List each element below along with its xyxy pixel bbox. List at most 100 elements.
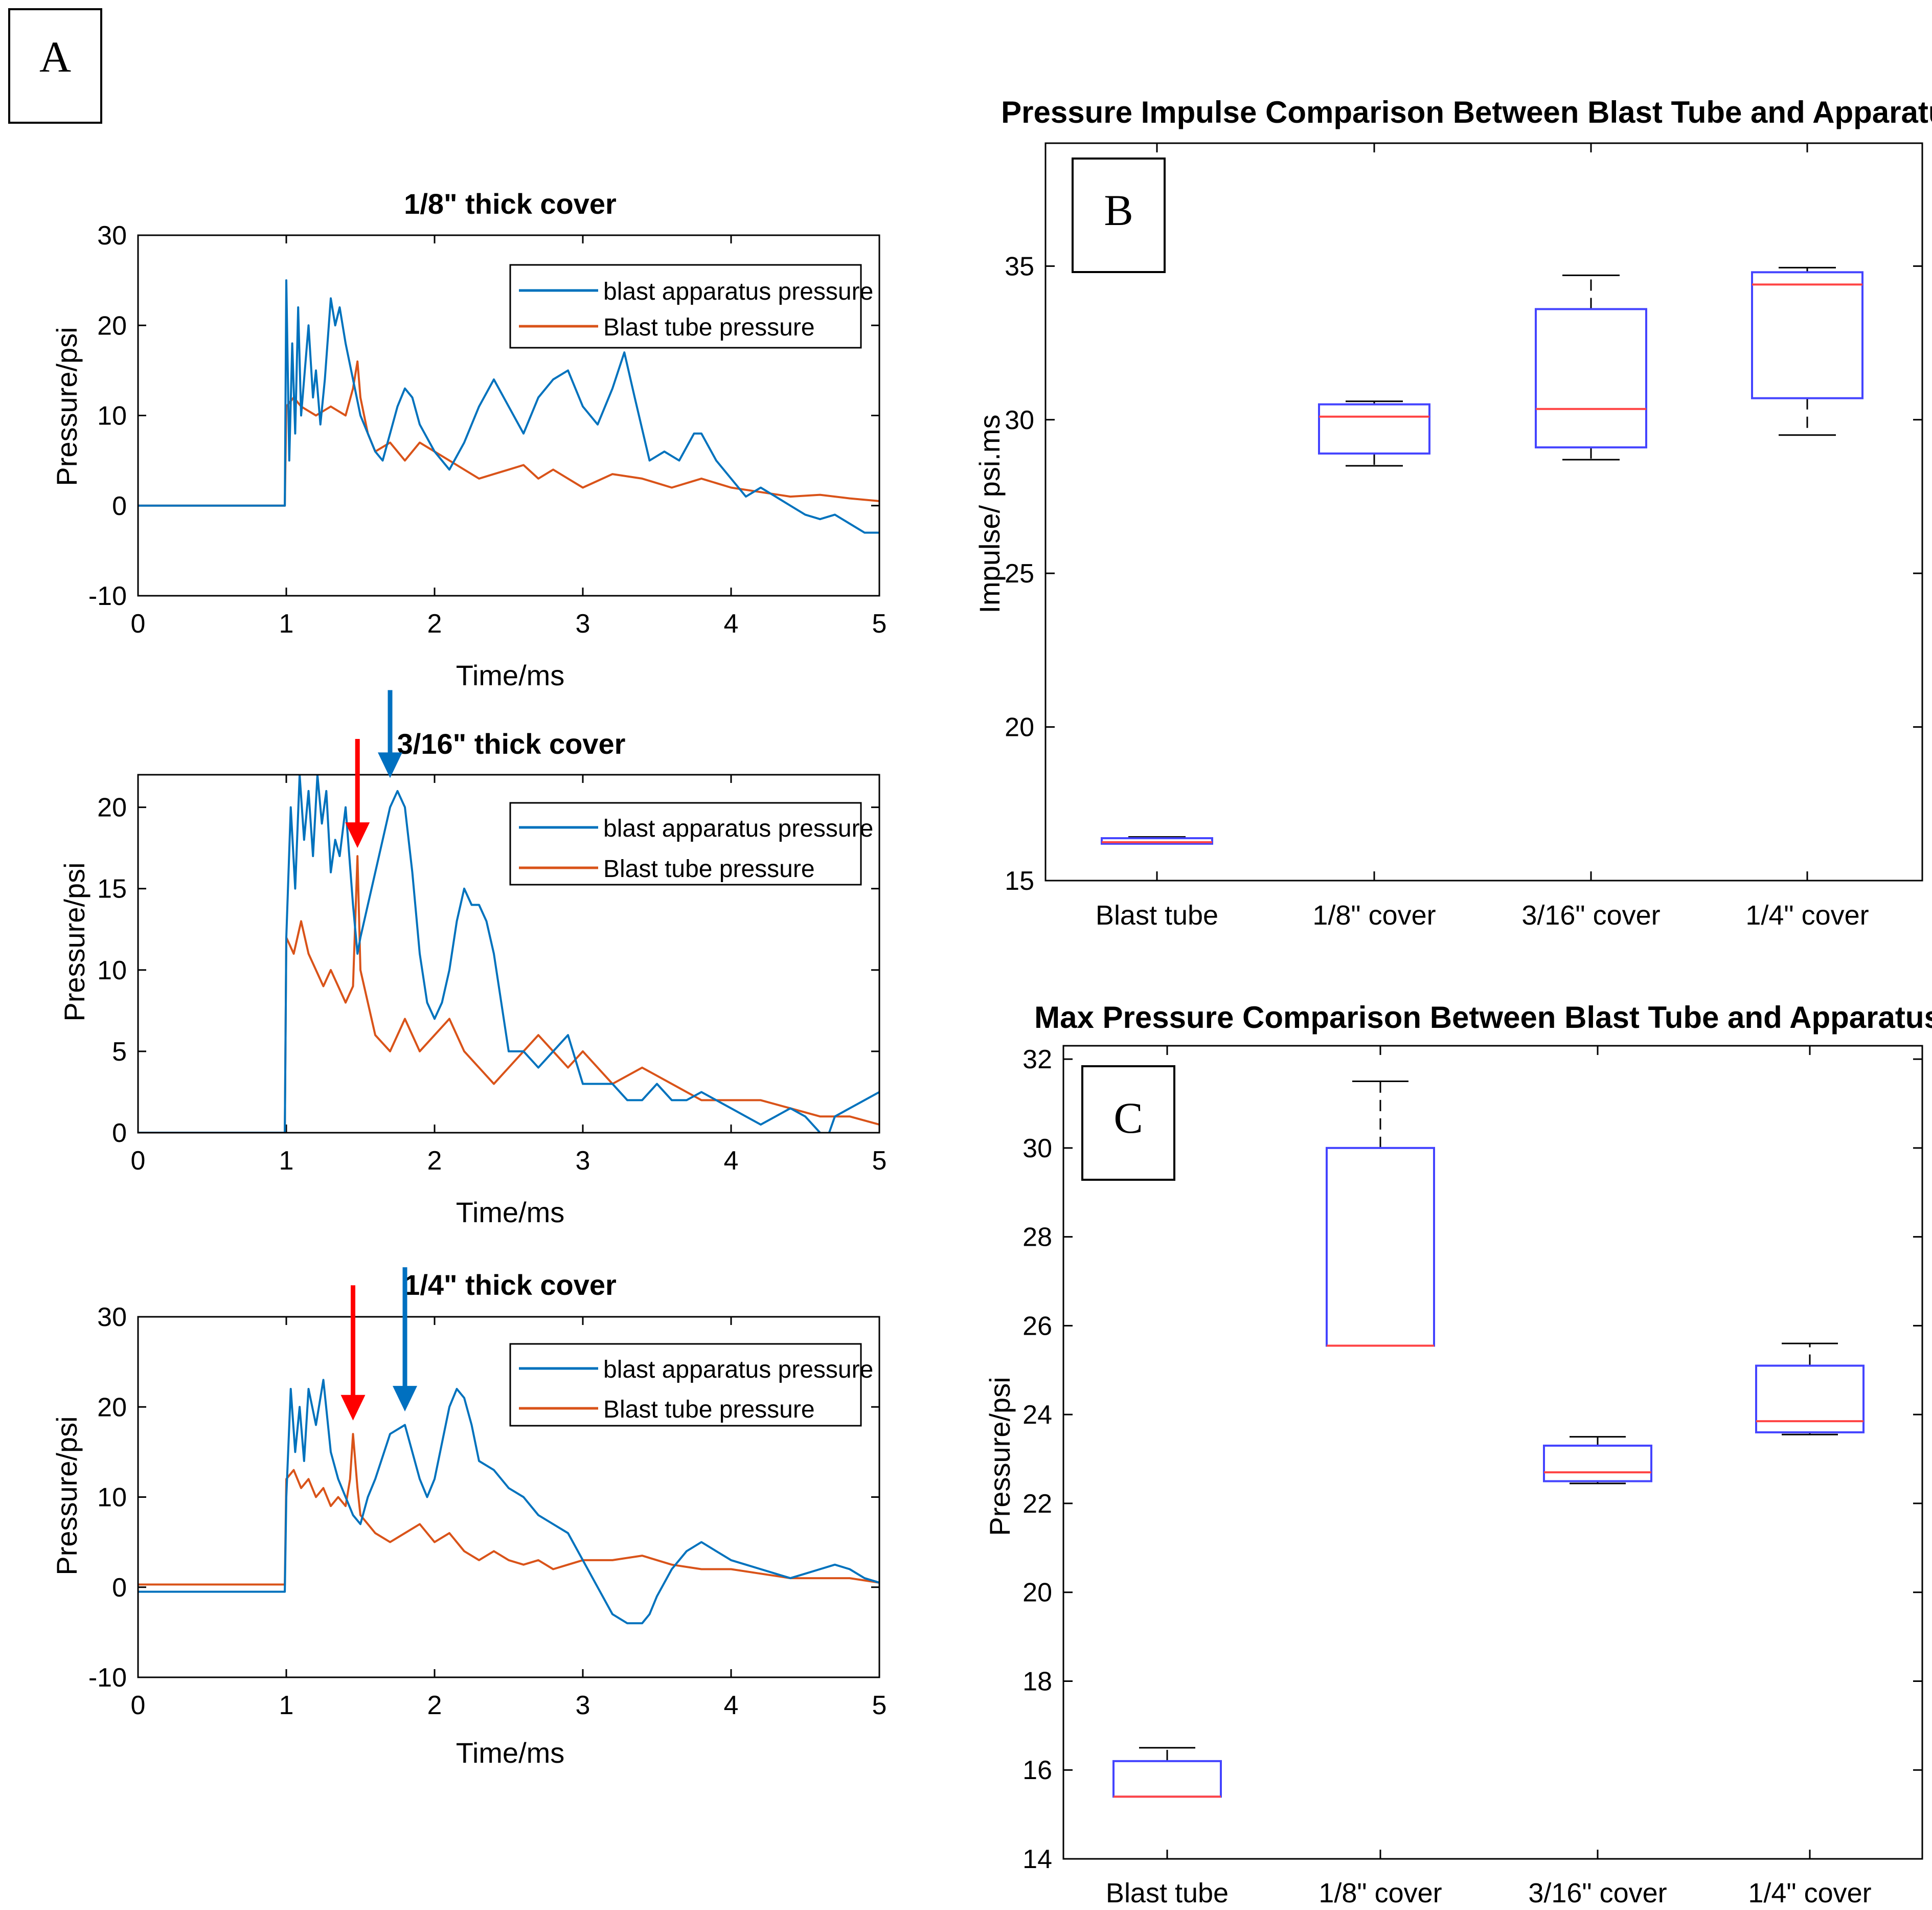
plot-frame	[137, 1316, 880, 1678]
line-chart-eighth-inch: 1/8" thick cover Time/ms Pressure/psi 0 1…	[51, 188, 887, 691]
x-axis-label: Time/ms	[456, 659, 565, 691]
axis-ticks: 0 1 2 3 4 5 0 5 10 15 20	[97, 775, 887, 1176]
box-chart-max-pressure: Max Pressure Comparison Between Blast Tu…	[984, 1000, 1932, 1908]
box-iqr	[1112, 1760, 1222, 1798]
series-lines	[138, 1379, 879, 1625]
legend: blast apparatus pressure Blast tube pres…	[509, 802, 873, 886]
y-tick-label: 20	[97, 311, 127, 341]
x-tick-label: 1/8" cover	[1319, 1878, 1442, 1908]
y-tick-label: 24	[1022, 1400, 1052, 1430]
y-tick-label: 0	[112, 1573, 127, 1603]
legend-label-apparatus: blast apparatus pressure	[603, 1356, 873, 1383]
y-tick-label: 28	[1022, 1223, 1052, 1252]
series-lines	[138, 279, 879, 534]
y-tick-label: 15	[97, 874, 127, 904]
axis-ticks: 15 20 25 30 35 Blast tube 1/8" cover 3/16" cove…	[1005, 143, 1922, 931]
y-tick-label: 25	[1005, 559, 1034, 589]
y-tick-label: 20	[1005, 713, 1034, 743]
y-tick-label: 20	[97, 1392, 127, 1422]
y-tick-label: 15	[1005, 866, 1034, 896]
box-3	[1535, 274, 1647, 461]
series-line-tube	[138, 360, 879, 507]
x-tick-label: 3	[576, 1146, 590, 1176]
x-tick-label: 1/4" cover	[1748, 1878, 1871, 1908]
boxes	[1101, 266, 1863, 845]
series-line-apparatus	[138, 775, 879, 1133]
x-tick-label: 1	[279, 609, 294, 639]
plot-frame	[137, 234, 880, 597]
x-tick-label: 3/16" cover	[1521, 900, 1660, 931]
y-axis-label: Pressure/psi	[51, 1416, 83, 1575]
blue-arrow-head	[393, 1386, 417, 1412]
peak-arrows	[340, 1267, 417, 1421]
legend-label-tube: Blast tube pressure	[603, 856, 815, 883]
x-tick-label: 2	[427, 609, 442, 639]
box-iqr	[1543, 1444, 1652, 1482]
panel-label-b-text: B	[1104, 186, 1133, 235]
y-tick-label: 30	[1005, 406, 1034, 435]
box-iqr	[1318, 403, 1430, 455]
panel-label-a: A	[8, 8, 102, 124]
x-axis-label: Time/ms	[456, 1196, 565, 1228]
panel-label-c-text: C	[1113, 1093, 1143, 1142]
x-tick-label: Blast tube	[1106, 1878, 1229, 1908]
x-tick-label: 1	[279, 1691, 294, 1720]
y-axis-label: Pressure/psi	[51, 327, 83, 486]
y-tick-label: 35	[1005, 252, 1034, 281]
y-tick-label: -10	[88, 1663, 127, 1693]
y-tick-label: 16	[1022, 1756, 1052, 1785]
panel-label-c: C	[1081, 1065, 1175, 1181]
y-axis-label: Pressure/psi	[984, 1377, 1016, 1536]
box-iqr	[1101, 837, 1213, 845]
x-tick-label: 2	[427, 1691, 442, 1720]
legend-box	[509, 264, 862, 349]
box-1	[1112, 1747, 1222, 1798]
series-line-tube	[138, 855, 879, 1133]
y-tick-label: 0	[112, 1118, 127, 1148]
legend-label-apparatus: blast apparatus pressure	[603, 815, 873, 842]
legend: blast apparatus pressure Blast tube pres…	[509, 1343, 873, 1427]
y-tick-label: 20	[97, 793, 127, 823]
y-tick-label: 10	[97, 401, 127, 431]
x-tick-label: 5	[872, 1691, 887, 1720]
box-2	[1326, 1081, 1435, 1347]
legend-box	[509, 1343, 862, 1427]
x-tick-label: 3/16" cover	[1528, 1878, 1667, 1908]
series-line-tube	[138, 1433, 879, 1586]
x-tick-label: 4	[724, 1691, 739, 1720]
peak-arrows	[345, 690, 402, 848]
legend-label-tube: Blast tube pressure	[603, 314, 815, 341]
plot-frame	[1044, 142, 1923, 882]
y-tick-label: 10	[97, 1483, 127, 1513]
x-tick-label: 4	[724, 609, 739, 639]
y-tick-label: 18	[1022, 1667, 1052, 1696]
legend-label-apparatus: blast apparatus pressure	[603, 278, 873, 305]
chart-title: Max Pressure Comparison Between Blast Tu…	[1034, 1000, 1932, 1035]
x-tick-label: 1/8" cover	[1312, 900, 1436, 931]
y-tick-label: 14	[1022, 1845, 1052, 1874]
y-tick-label: 30	[97, 221, 127, 251]
chart-title: 1/8" thick cover	[404, 188, 617, 220]
x-tick-label: 0	[131, 1146, 146, 1176]
y-tick-label: 26	[1022, 1311, 1052, 1341]
legend-box	[509, 802, 862, 886]
y-tick-label: 5	[112, 1037, 127, 1067]
x-tick-label: 4	[724, 1146, 739, 1176]
plot-frame	[137, 774, 880, 1134]
x-tick-label: 1	[279, 1146, 294, 1176]
x-tick-label: 0	[131, 609, 146, 639]
box-4	[1751, 266, 1863, 436]
box-chart-impulse: Pressure Impulse Comparison Between Blas…	[973, 95, 1932, 931]
plot-frame	[1062, 1045, 1923, 1860]
x-tick-label: 3	[576, 609, 590, 639]
y-tick-label: -10	[88, 581, 127, 611]
y-tick-label: 32	[1022, 1045, 1052, 1074]
panel-label-b: B	[1072, 158, 1166, 273]
y-axis-label: Pressure/psi	[58, 862, 90, 1021]
axis-ticks: 14 16 18 20 22 24 26 28 30 32 Blast tube 1/8" cover…	[1022, 1045, 1922, 1908]
panel-label-a-text: A	[39, 32, 71, 81]
series-line-apparatus	[138, 1379, 879, 1625]
box-iqr	[1535, 308, 1647, 448]
chart-title: 3/16" thick cover	[397, 728, 626, 760]
